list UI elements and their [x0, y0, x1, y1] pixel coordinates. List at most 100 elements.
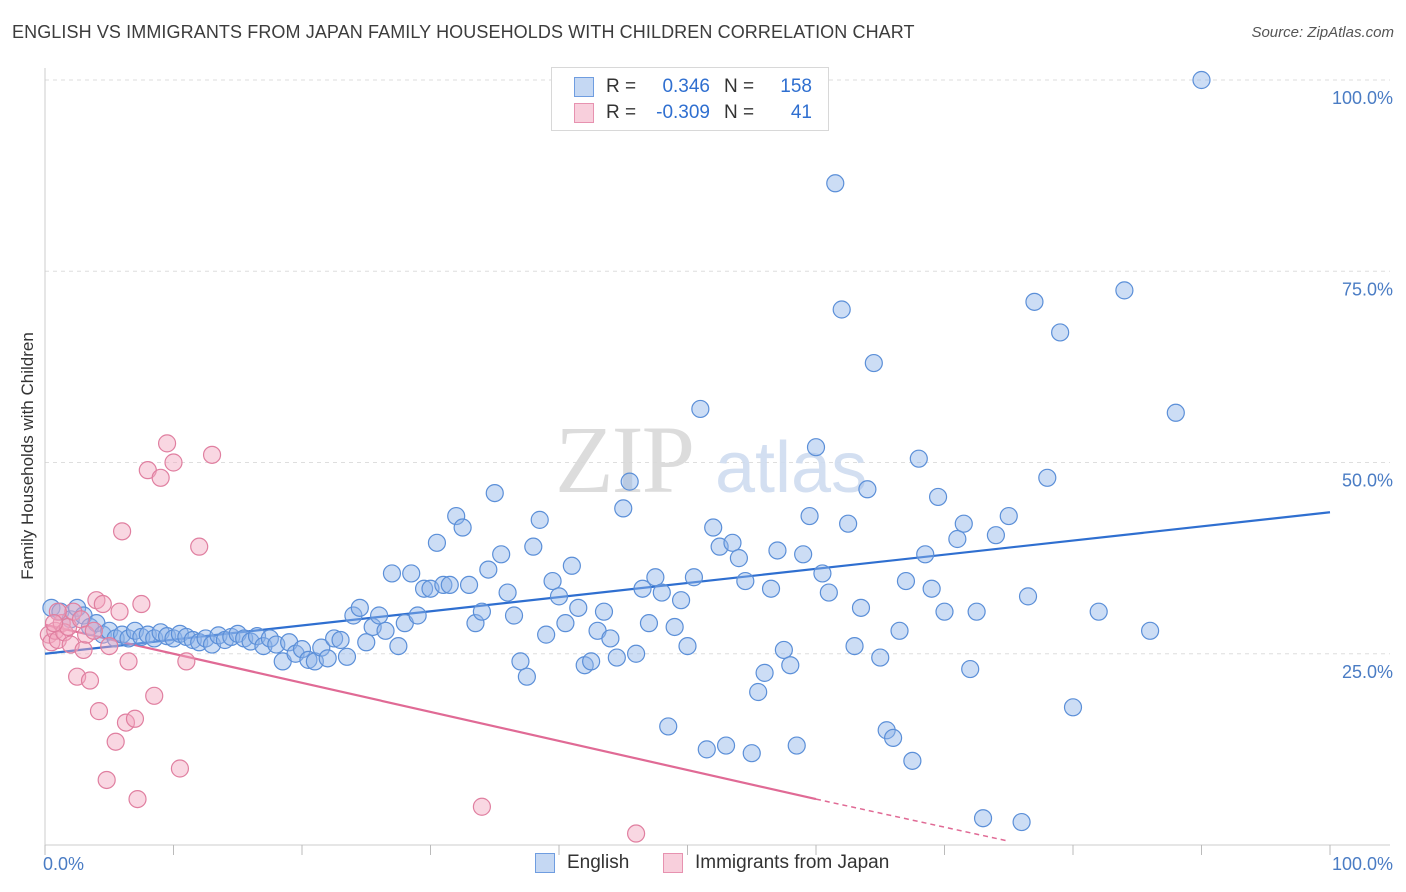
- data-point: [202, 445, 222, 464]
- data-point: [896, 571, 916, 591]
- data-point: [819, 583, 838, 602]
- data-point: [472, 602, 491, 621]
- series-english: [42, 70, 1211, 832]
- data-point: [434, 575, 453, 595]
- data-point: [639, 614, 659, 633]
- data-point: [402, 564, 421, 583]
- data-point: [119, 652, 138, 671]
- data-point: [742, 744, 761, 763]
- data-point: [659, 717, 678, 736]
- data-point: [440, 575, 459, 595]
- legend-r-label: R =: [606, 102, 637, 123]
- data-point: [671, 591, 691, 610]
- data-point: [414, 579, 434, 598]
- data-point: [806, 438, 826, 457]
- legend-r-value: -0.309: [656, 102, 710, 123]
- trend-lines: [44, 511, 1331, 842]
- data-point: [626, 644, 646, 663]
- data-point: [768, 541, 787, 560]
- source-credit: Source: ZipAtlas.com: [1251, 24, 1394, 41]
- data-point: [48, 602, 67, 621]
- data-point: [1192, 70, 1211, 90]
- data-point: [800, 506, 819, 526]
- data-point: [543, 571, 562, 591]
- data-point: [967, 602, 986, 621]
- x-tick-label: 100.0%: [1332, 854, 1393, 874]
- data-point: [948, 529, 967, 549]
- english-swatch: [574, 77, 594, 97]
- legend-row-english: R = 0.346 N = 158: [574, 75, 812, 99]
- data-point: [691, 399, 710, 419]
- trend-line-japan: [44, 623, 817, 801]
- axes: [44, 68, 1390, 855]
- data-point: [511, 652, 530, 671]
- data-point: [601, 629, 620, 648]
- watermark: ZIP atlas: [555, 406, 867, 513]
- japan-legend-swatch: [663, 853, 683, 873]
- data-point: [813, 564, 832, 583]
- data-point: [1018, 587, 1038, 606]
- legend-r-label: R =: [606, 76, 637, 97]
- data-point: [312, 638, 331, 657]
- data-point: [646, 568, 665, 587]
- data-point: [337, 647, 357, 666]
- data-point: [928, 487, 948, 507]
- data-point: [116, 713, 136, 732]
- english-legend-swatch: [535, 853, 555, 873]
- data-point: [781, 656, 800, 675]
- data-point: [620, 472, 639, 491]
- data-point: [106, 732, 125, 751]
- data-point: [973, 809, 993, 828]
- data-point: [986, 526, 1006, 545]
- data-point: [787, 736, 806, 755]
- data-point: [64, 602, 83, 621]
- data-point: [594, 602, 614, 621]
- data-point: [961, 659, 980, 679]
- data-point: [537, 625, 556, 644]
- data-point: [524, 537, 543, 556]
- data-point: [145, 686, 164, 705]
- data-point: [128, 789, 147, 809]
- data-point: [325, 629, 344, 648]
- data-point: [549, 587, 569, 606]
- data-point: [851, 598, 871, 617]
- data-point: [1140, 621, 1160, 640]
- data-point: [864, 353, 883, 373]
- data-point: [1089, 602, 1108, 621]
- trend-line-extension: [815, 798, 1009, 842]
- japan-legend-label: Immigrants from Japan: [695, 852, 890, 873]
- data-point: [909, 449, 928, 468]
- data-point: [132, 594, 151, 614]
- data-point: [492, 545, 511, 564]
- y-tick-label: 100.0%: [1332, 88, 1393, 108]
- data-point: [84, 621, 103, 640]
- data-point: [164, 453, 183, 472]
- data-point: [350, 598, 369, 617]
- data-point: [704, 518, 723, 537]
- data-point: [716, 736, 736, 755]
- data-point: [684, 568, 704, 587]
- legend-item-japan: Immigrants from Japan: [663, 852, 889, 874]
- stats-legend: R = 0.346 N = 158 R = -0.309 N = 41: [551, 67, 829, 131]
- data-point: [299, 650, 318, 669]
- data-point: [408, 606, 427, 625]
- data-point: [370, 606, 389, 625]
- data-point: [954, 514, 973, 533]
- data-point: [427, 533, 447, 552]
- data-point: [100, 636, 119, 656]
- data-point: [44, 614, 64, 633]
- data-point: [736, 571, 755, 591]
- data-point: [562, 556, 581, 575]
- data-point: [678, 636, 697, 656]
- data-point: [569, 598, 588, 617]
- data-point: [318, 649, 337, 668]
- watermark-zip: ZIP: [555, 406, 693, 513]
- data-point: [498, 583, 517, 602]
- data-point: [97, 770, 116, 790]
- data-point: [1166, 403, 1185, 422]
- data-point: [1025, 292, 1044, 311]
- data-point: [774, 640, 793, 660]
- japan-swatch: [574, 103, 594, 123]
- data-point: [883, 728, 903, 748]
